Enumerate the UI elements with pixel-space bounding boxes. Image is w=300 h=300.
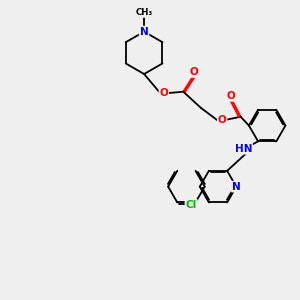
Text: N: N: [140, 27, 148, 37]
Text: O: O: [218, 115, 226, 125]
Text: O: O: [227, 91, 236, 101]
Text: HN: HN: [235, 144, 252, 154]
Text: CH₃: CH₃: [136, 8, 153, 17]
Text: N: N: [232, 182, 241, 192]
Text: O: O: [189, 67, 198, 77]
Text: O: O: [160, 88, 168, 98]
Text: Cl: Cl: [185, 200, 197, 210]
